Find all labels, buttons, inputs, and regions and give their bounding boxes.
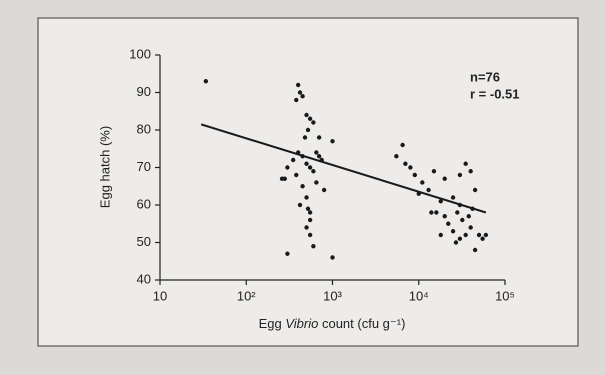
data-point	[294, 172, 299, 178]
data-point	[412, 172, 418, 178]
data-point	[472, 187, 478, 193]
data-point	[446, 221, 451, 226]
data-point	[314, 180, 319, 185]
data-point	[290, 157, 296, 163]
data-point	[297, 90, 303, 95]
data-point	[316, 135, 322, 140]
y-tick-label: 40	[137, 271, 151, 286]
data-point	[311, 169, 316, 174]
data-point	[400, 142, 405, 148]
data-point	[304, 195, 309, 200]
x-axis-label: Egg Vibrio count (cfu g⁻¹)	[259, 316, 406, 331]
data-point	[453, 240, 459, 245]
annotation: n=76	[470, 69, 500, 84]
x-tick-label: 10²	[237, 288, 256, 303]
x-tick-label: 10⁴	[409, 288, 429, 303]
data-point	[468, 225, 473, 230]
data-point	[483, 232, 489, 238]
data-point	[307, 232, 313, 238]
data-point	[450, 229, 456, 234]
data-point	[463, 232, 468, 238]
data-point	[279, 176, 285, 181]
data-point	[442, 214, 447, 219]
data-point	[457, 172, 463, 178]
annotation: r = -0.51	[470, 86, 520, 101]
y-tick-label: 80	[137, 121, 151, 136]
data-point	[431, 169, 437, 174]
data-point	[330, 139, 335, 144]
data-point	[394, 154, 399, 159]
trend-line	[200, 123, 487, 214]
x-label-part: Vibrio	[285, 316, 318, 331]
y-tick-label: 70	[137, 159, 151, 174]
data-point	[302, 135, 308, 140]
data-point	[408, 165, 413, 170]
data-point	[307, 165, 313, 170]
y-tick-label: 90	[137, 84, 151, 99]
data-point	[285, 251, 290, 256]
y-tick-label: 60	[137, 196, 151, 211]
y-axis-label: Egg hatch (%)	[97, 126, 112, 208]
data-point	[455, 210, 460, 215]
data-point	[305, 206, 311, 211]
data-point	[307, 217, 313, 223]
data-point	[285, 165, 290, 170]
data-point	[307, 210, 313, 215]
data-point	[403, 161, 408, 166]
data-point	[476, 232, 482, 238]
x-label-part: count (cfu g⁻¹)	[322, 316, 405, 331]
data-point	[330, 255, 335, 260]
data-point	[429, 210, 434, 215]
data-point	[457, 236, 463, 241]
data-point	[450, 195, 456, 200]
data-point	[304, 225, 309, 230]
data-point	[438, 199, 443, 204]
data-point	[438, 232, 443, 238]
figure-frame	[37, 17, 579, 347]
x-tick-label: 10	[153, 288, 167, 303]
data-point	[304, 112, 309, 118]
data-point	[468, 169, 473, 174]
data-point	[420, 180, 425, 185]
data-point	[300, 184, 305, 189]
data-point	[305, 127, 311, 133]
y-tick-label: 100	[129, 46, 151, 61]
data-point	[321, 187, 327, 193]
data-point	[316, 154, 322, 159]
data-point	[426, 187, 431, 193]
data-point	[294, 97, 299, 103]
data-point	[300, 94, 305, 99]
y-tick-label: 50	[137, 234, 151, 249]
data-point	[295, 82, 301, 88]
data-point	[460, 217, 465, 223]
data-point	[314, 150, 319, 155]
data-point	[304, 161, 309, 166]
x-tick-label: 10⁵	[495, 288, 515, 303]
data-point	[472, 247, 478, 253]
data-point	[480, 236, 485, 241]
x-tick-label: 10³	[323, 288, 342, 303]
data-point	[463, 161, 468, 166]
data-point	[307, 116, 313, 121]
data-point	[203, 79, 209, 84]
data-point	[297, 202, 303, 208]
data-point	[466, 214, 471, 219]
data-point	[442, 176, 447, 181]
data-point	[434, 210, 439, 215]
x-label-part: Egg	[259, 316, 282, 331]
data-point	[311, 120, 316, 125]
data-point	[311, 244, 316, 249]
